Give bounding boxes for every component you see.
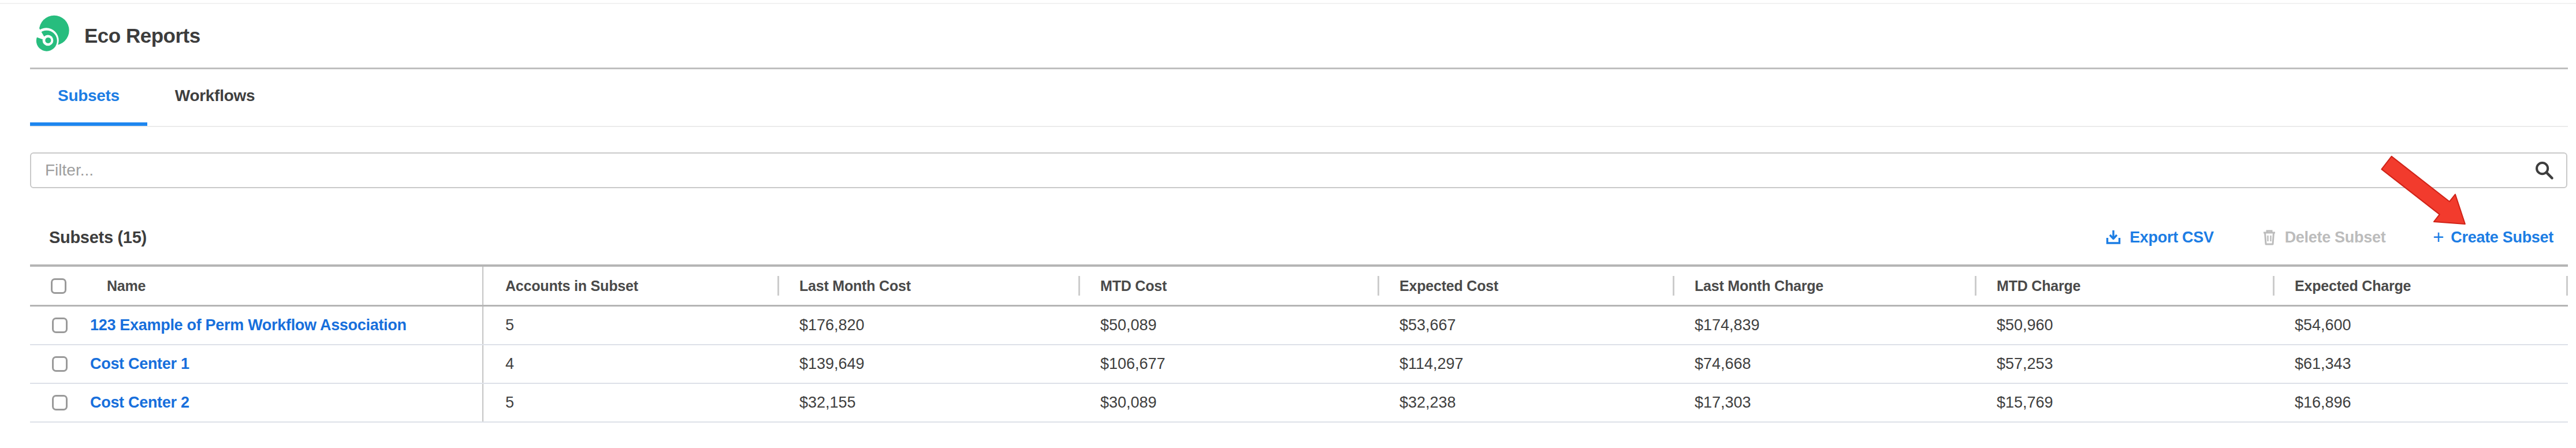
col-header-expected-cost: Expected Cost <box>1378 267 1673 305</box>
col-header-expected-charge: Expected Charge <box>2273 267 2568 305</box>
cell-accounts: 4 <box>483 345 777 383</box>
cell-mtd-cost: $50,089 <box>1078 307 1378 344</box>
cell-mtd-cost: $30,089 <box>1078 384 1378 421</box>
cell-last-month-cost: $32,155 <box>777 384 1078 421</box>
export-csv-label: Export CSV <box>2130 229 2214 247</box>
filter-input[interactable] <box>30 152 2567 188</box>
col-header-last-month-cost: Last Month Cost <box>777 267 1078 305</box>
cell-last-month-charge: $17,303 <box>1673 384 1975 421</box>
cell-mtd-charge: $15,769 <box>1975 384 2273 421</box>
tab-subsets[interactable]: Subsets <box>30 69 147 126</box>
cell-last-month-cost: $139,649 <box>777 345 1078 383</box>
table-row: 123 Example of Perm Workflow Association… <box>30 307 2568 345</box>
create-subset-label: Create Subset <box>2451 229 2553 247</box>
row-checkbox[interactable] <box>52 318 68 333</box>
col-header-last-month-charge: Last Month Charge <box>1673 267 1975 305</box>
subsets-count-heading: Subsets (15) <box>49 228 147 247</box>
cell-expected-charge: $61,343 <box>2273 345 2568 383</box>
export-csv-button[interactable]: Export CSV <box>2105 229 2214 247</box>
table-row: Cost Center 1 4 $139,649 $106,677 $114,2… <box>30 345 2568 384</box>
col-header-mtd-charge: MTD Charge <box>1975 267 2273 305</box>
table-header-row: Name Accounts in Subset Last Month Cost … <box>30 264 2568 307</box>
delete-subset-label: Delete Subset <box>2285 229 2386 247</box>
cell-last-month-charge: $174,839 <box>1673 307 1975 344</box>
cell-name: Cost Center 2 <box>30 384 483 421</box>
col-header-name: Name <box>30 267 483 305</box>
cell-expected-charge: $54,600 <box>2273 307 2568 344</box>
subsets-table: Name Accounts in Subset Last Month Cost … <box>30 264 2568 423</box>
cell-mtd-charge: $57,253 <box>1975 345 2273 383</box>
row-checkbox[interactable] <box>52 356 68 372</box>
tab-workflows[interactable]: Workflows <box>147 69 282 126</box>
cell-name: 123 Example of Perm Workflow Association <box>30 307 483 344</box>
subsets-toolbar: Subsets (15) Export CSV Delete Subset + … <box>49 225 2553 249</box>
subset-name-link[interactable]: Cost Center 1 <box>90 355 189 373</box>
cell-accounts: 5 <box>483 384 777 421</box>
cell-last-month-charge: $74,668 <box>1673 345 1975 383</box>
page-title: Eco Reports <box>84 24 200 47</box>
cell-mtd-charge: $50,960 <box>1975 307 2273 344</box>
filter-bar <box>30 152 2567 188</box>
tab-bar: Subsets Workflows <box>30 69 2568 127</box>
subset-name-link[interactable]: 123 Example of Perm Workflow Association <box>90 316 407 334</box>
cell-expected-charge: $16,896 <box>2273 384 2568 421</box>
cell-expected-cost: $32,238 <box>1378 384 1673 421</box>
cell-last-month-cost: $176,820 <box>777 307 1078 344</box>
cell-mtd-cost: $106,677 <box>1078 345 1378 383</box>
col-header-mtd-cost: MTD Cost <box>1078 267 1378 305</box>
col-header-accounts-in-subset: Accounts in Subset <box>483 267 777 305</box>
eco-logo-icon <box>30 15 72 57</box>
trash-icon <box>2261 229 2277 246</box>
cell-expected-cost: $114,297 <box>1378 345 1673 383</box>
app-header: Eco Reports <box>30 4 2568 69</box>
plus-icon: + <box>2433 227 2444 247</box>
create-subset-button[interactable]: + Create Subset <box>2433 228 2553 247</box>
download-icon <box>2105 229 2122 246</box>
table-row: Cost Center 2 5 $32,155 $30,089 $32,238 … <box>30 384 2568 423</box>
cell-name: Cost Center 1 <box>30 345 483 383</box>
cell-expected-cost: $53,667 <box>1378 307 1673 344</box>
window-top-edge <box>0 0 2576 4</box>
search-icon[interactable] <box>2534 160 2555 181</box>
subset-name-link[interactable]: Cost Center 2 <box>90 394 189 412</box>
cell-accounts: 5 <box>483 307 777 344</box>
row-checkbox[interactable] <box>52 395 68 410</box>
select-all-checkbox[interactable] <box>51 278 66 294</box>
delete-subset-button[interactable]: Delete Subset <box>2261 229 2386 247</box>
